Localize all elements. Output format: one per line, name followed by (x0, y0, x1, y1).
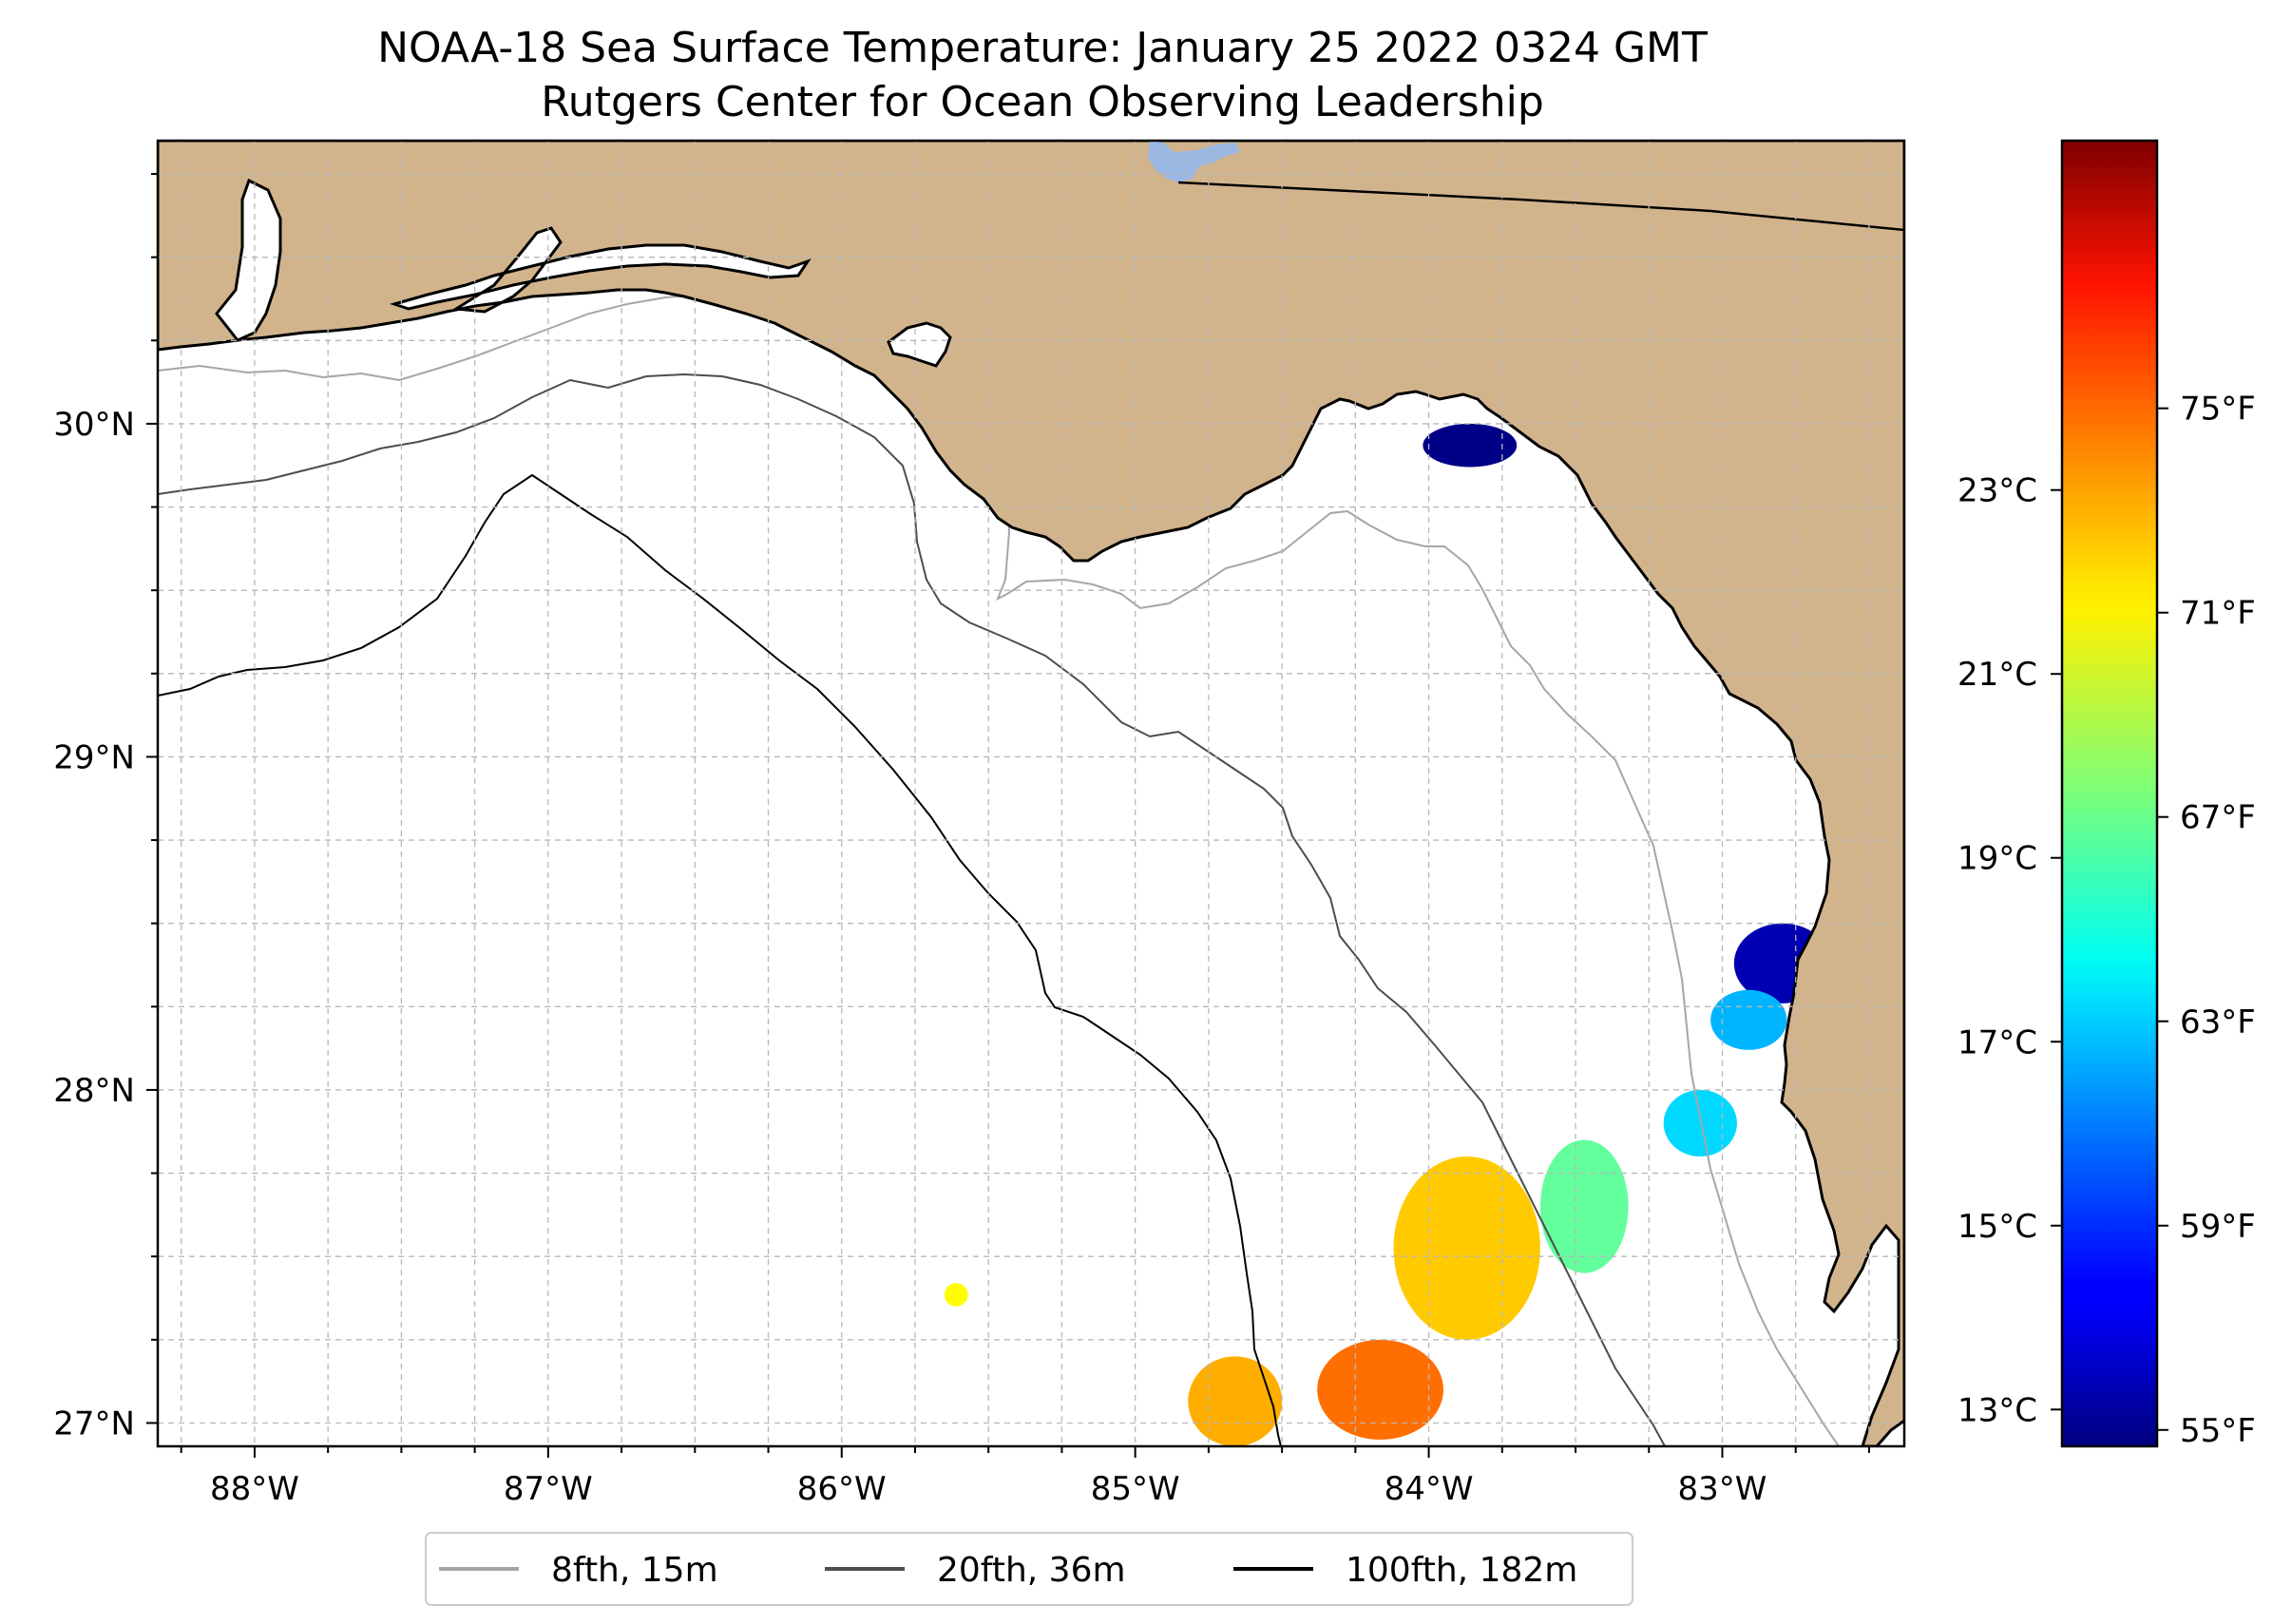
sst-patch (1539, 1139, 1629, 1273)
fahrenheit-tick-label: 67°F (2180, 799, 2256, 837)
fahrenheit-tick-label: 55°F (2180, 1412, 2256, 1450)
legend-label: 8fth, 15m (551, 1551, 718, 1590)
x-tick-label: 87°W (504, 1470, 593, 1508)
colorbar: 13°C 15°C 17°C 19°C 21°C 23°C 55°F 59°F 63°F 67°F… (1958, 139, 2256, 1450)
sst-patch (944, 1283, 968, 1307)
map-frame (156, 139, 1906, 1448)
celsius-tick-label: 23°C (1958, 472, 2037, 510)
y-tick-label: 30°N (53, 406, 135, 444)
x-tick-label: 88°W (210, 1470, 299, 1508)
sst-patch (1423, 423, 1518, 468)
celsius-tick-label: 15°C (1958, 1208, 2037, 1246)
fahrenheit-tick-label: 63°F (2180, 1003, 2256, 1041)
colorbar-frame (2060, 139, 2159, 1448)
sst-patch (1317, 1339, 1444, 1440)
map-axes: 88°W 87°W 86°W 85°W 84°W 83°W 27°N 28°N 29°N 30°N (53, 173, 1870, 1508)
legend-items: 8fth, 15m 20fth, 36m 100fth, 182m (439, 1551, 1577, 1590)
legend-box (425, 1532, 1633, 1606)
x-tick-label: 85°W (1091, 1470, 1180, 1508)
depth-contours (158, 293, 1840, 1446)
celsius-tick-label: 19°C (1958, 840, 2037, 878)
y-tick-label: 28°N (53, 1072, 135, 1110)
legend-label: 100fth, 182m (1346, 1551, 1577, 1590)
contour-8fth-west (158, 293, 1840, 1446)
x-tick-label: 86°W (797, 1470, 887, 1508)
fahrenheit-tick-label: 71°F (2180, 595, 2256, 633)
x-tick-label: 84°W (1385, 1470, 1474, 1508)
contour-20fth (158, 373, 1666, 1446)
sst-patch (1393, 1156, 1540, 1340)
graticule (158, 141, 1904, 1446)
contour-legend: 8fth, 15m 20fth, 36m 100fth, 182m (425, 1532, 1633, 1606)
map-title: NOAA-18 Sea Surface Temperature: January… (377, 24, 1708, 72)
x-tick-label: 83°W (1678, 1470, 1767, 1508)
colorbar-ticks: 13°C 15°C 17°C 19°C 21°C 23°C 55°F 59°F 63°F 67°F… (1958, 391, 2256, 1450)
sst-patch (1188, 1356, 1283, 1446)
y-tick-label: 27°N (53, 1404, 135, 1442)
celsius-tick-label: 17°C (1958, 1023, 2037, 1061)
sst-patch (1663, 1089, 1737, 1157)
contour-100fth (158, 473, 1282, 1446)
colorbar-gradient (2062, 141, 2157, 1446)
fahrenheit-tick-label: 59°F (2180, 1208, 2256, 1246)
map-subtitle: Rutgers Center for Ocean Observing Leade… (541, 78, 1544, 126)
legend-label: 20fth, 36m (937, 1551, 1126, 1590)
lake-seminole (1148, 141, 1240, 182)
celsius-tick-label: 13°C (1958, 1391, 2037, 1429)
fahrenheit-tick-label: 75°F (2180, 391, 2256, 429)
y-tick-label: 29°N (53, 738, 135, 776)
map-panel: 88°W 87°W 86°W 85°W 84°W 83°W 27°N 28°N 29°N 30°N (53, 139, 1906, 1508)
sst-patch (1710, 989, 1787, 1050)
celsius-tick-label: 21°C (1958, 656, 2037, 694)
land-mass (158, 141, 1904, 1446)
state-border (1177, 181, 1904, 232)
